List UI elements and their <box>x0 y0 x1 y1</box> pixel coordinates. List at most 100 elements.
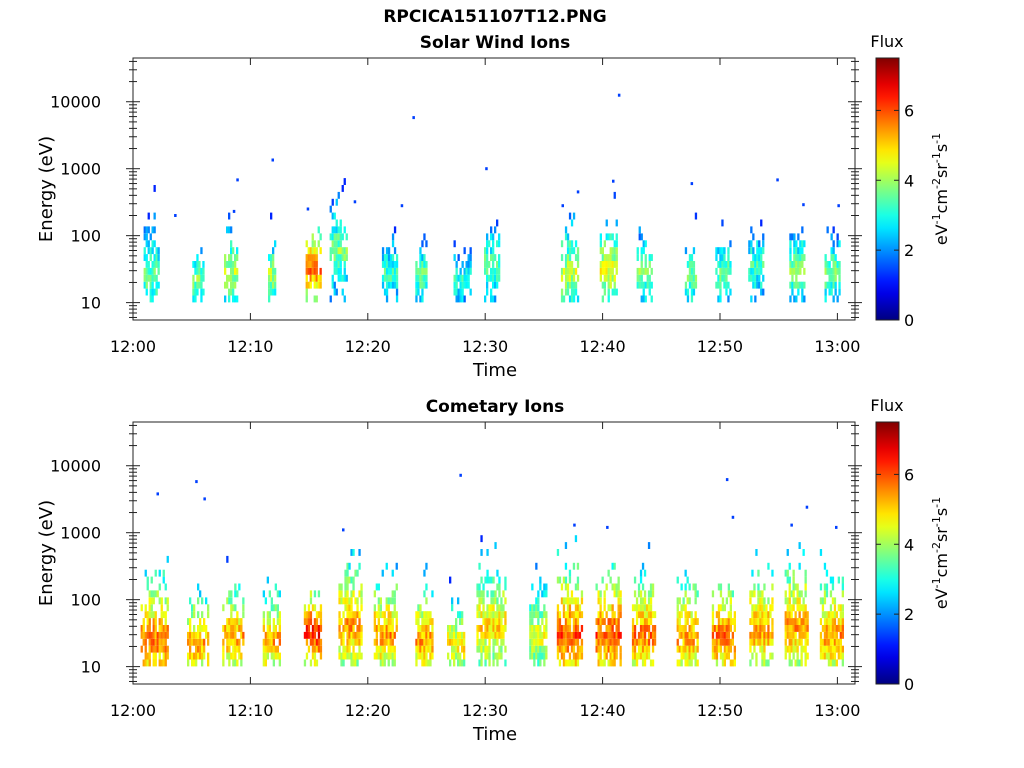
spectrogram-bin <box>819 549 823 556</box>
spectrogram-bin <box>651 625 655 632</box>
spectrogram-bin <box>580 590 584 598</box>
spectrogram-bin <box>377 625 380 632</box>
spectrogram-bin <box>759 590 762 598</box>
spectrogram-bin <box>644 295 647 303</box>
spectrogram-bin <box>611 233 614 241</box>
spectrogram-bin <box>236 645 239 653</box>
spectrogram-bin <box>831 597 835 605</box>
spectrogram-bin <box>309 659 313 667</box>
spectrogram-bin <box>142 631 145 639</box>
spectrogram-bin <box>151 295 154 303</box>
spectrogram-bin <box>635 618 639 625</box>
spectrogram-bin <box>453 281 456 289</box>
spectrogram-bin <box>572 659 576 667</box>
spectrogram-bin <box>748 240 751 248</box>
spectrogram-bin <box>692 274 696 282</box>
spectrogram-bin <box>270 604 273 612</box>
spectrogram-bin <box>757 625 760 632</box>
spectrogram-bin <box>558 659 562 667</box>
spectrogram-bin <box>574 604 578 612</box>
spectrogram-bin <box>234 631 237 639</box>
spectrogram-bin <box>761 652 764 660</box>
spectrogram-bin <box>535 631 538 639</box>
spectrogram-bin <box>482 645 485 653</box>
spectrogram-bin <box>358 562 361 570</box>
spectrogram-bin <box>688 261 692 268</box>
spectrogram-bin <box>385 618 388 625</box>
spectrogram-bin <box>154 659 157 667</box>
spectrogram-bin <box>500 645 503 653</box>
spectrogram-bin <box>694 618 697 625</box>
spectrogram-bin <box>597 625 600 632</box>
spectrogram-bin <box>789 233 792 241</box>
spectrogram-bin <box>829 590 833 598</box>
spectrogram-bin <box>202 288 205 296</box>
spectrogram-bin <box>463 295 466 303</box>
spectrogram-bin <box>465 281 468 289</box>
spectrogram-bin <box>786 549 789 556</box>
spectrogram-bin <box>488 625 491 632</box>
spectrogram-bin <box>157 254 160 261</box>
spectrogram-bin <box>769 611 772 619</box>
spectrogram-bin <box>804 576 807 584</box>
spectrogram-bin <box>305 288 308 296</box>
spectrogram-bin <box>788 597 791 605</box>
spectrogram-bin <box>637 638 641 646</box>
sparse-point <box>353 200 357 204</box>
spectrogram-bin <box>792 618 795 625</box>
sparse-point <box>731 515 735 519</box>
spectrogram-bin <box>572 625 576 632</box>
spectrogram-bin <box>692 267 696 275</box>
spectrogram-bin <box>425 281 428 289</box>
spectrogram-bin <box>769 652 772 660</box>
spectrogram-bin <box>346 652 349 660</box>
spectrogram-bin <box>389 597 392 605</box>
spectrogram-bin <box>639 625 643 632</box>
spectrogram-bin <box>490 295 493 303</box>
spectrogram-bin <box>387 638 390 646</box>
spectrogram-bin <box>486 247 489 255</box>
spectrogram-bin <box>488 261 491 268</box>
spectrogram-bin <box>650 281 653 289</box>
spectrogram-bin <box>613 191 616 199</box>
spectrogram-bin <box>617 583 620 591</box>
spectrogram-bin <box>642 281 645 289</box>
spectrogram-bin <box>278 611 281 619</box>
spectrogram-bin <box>830 288 833 296</box>
spectrogram-bin <box>556 631 560 639</box>
spectrogram-bin <box>721 261 724 268</box>
spectrogram-bin <box>157 247 160 255</box>
spectrogram-bin <box>352 590 355 598</box>
spectrogram-bin <box>145 240 148 248</box>
spectrogram-bin <box>729 645 732 653</box>
spectrogram-bin <box>272 645 275 653</box>
spectrogram-bin <box>459 274 462 282</box>
spectrogram-bin <box>638 226 641 234</box>
spectrogram-bin <box>236 618 239 625</box>
spectrogram-bin <box>431 625 434 632</box>
spectrogram-bin <box>189 625 192 632</box>
spectrogram-bin <box>270 631 273 639</box>
spectrogram-bin <box>484 652 487 660</box>
spectrogram-bin <box>804 611 807 619</box>
spectrogram-bin <box>684 604 687 612</box>
spectrogram-bin <box>568 212 572 220</box>
spectrogram-bin <box>338 645 341 653</box>
spectrogram-bin <box>488 604 491 612</box>
spectrogram-bin <box>545 590 548 598</box>
spectrogram-bin <box>385 652 388 660</box>
spectrogram-bin <box>676 618 679 625</box>
spectrogram-bin <box>832 247 835 255</box>
spectrogram-bin <box>226 281 229 289</box>
spectrogram-bin <box>455 274 458 282</box>
spectrogram-bin <box>149 281 152 289</box>
spectrogram-bin <box>391 597 394 605</box>
spectrogram-bin <box>556 549 560 556</box>
spectrogram-bin <box>727 652 730 660</box>
spectrogram-bin <box>152 638 155 646</box>
spectrogram-bin <box>482 631 485 639</box>
spectrogram-bin <box>348 597 351 605</box>
spectrogram-bin <box>198 261 201 268</box>
spectrogram-bin <box>793 295 796 303</box>
spectrogram-bin <box>150 638 153 646</box>
